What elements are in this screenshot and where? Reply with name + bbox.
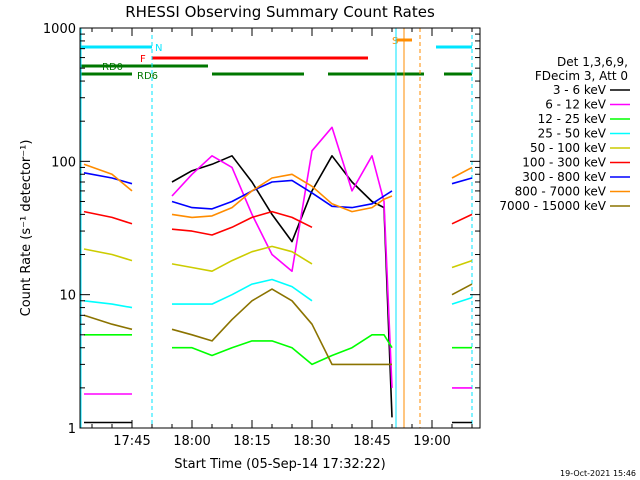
mode-vertical-lines [80, 28, 473, 428]
series-line [84, 155, 472, 424]
series-line [84, 126, 472, 395]
legend-entry-label: 12 - 25 keV [538, 112, 607, 126]
legend-header: Det 1,3,6,9, [557, 55, 628, 69]
legend-entry-label: 800 - 7000 keV [515, 185, 607, 199]
series-group [83, 126, 473, 424]
legend-entry-label: 25 - 50 keV [538, 127, 607, 141]
series-line [83, 245, 473, 272]
flag-label-rd0: RD0 [102, 62, 123, 73]
series-line [83, 172, 473, 210]
legend-entry-label: 100 - 300 keV [522, 156, 606, 170]
timestamp: 19-Oct-2021 15:46 [560, 469, 636, 478]
y-tick-label: 1000 [43, 22, 76, 37]
series-line [83, 278, 473, 309]
legend-entry-label: 7000 - 15000 keV [499, 199, 606, 213]
x-axis-label: Start Time (05-Sep-14 17:32:22) [174, 457, 385, 472]
x-axis: 17:45 18:00 18:15 18:30 18:45 19:00 [91, 28, 473, 449]
flag-label-f: F [140, 54, 146, 65]
legend-entry-label: 300 - 800 keV [522, 170, 606, 184]
legend-entry-label: 50 - 100 keV [530, 141, 607, 155]
plot-frame [79, 27, 481, 429]
legend-entry-label: 3 - 6 keV [553, 83, 607, 97]
y-tick-label: 1 [68, 422, 76, 437]
flag-label-n: N [155, 43, 162, 54]
x-tick-label: 17:45 [113, 434, 150, 449]
x-tick-label: 18:00 [173, 434, 210, 449]
legend-header: FDecim 3, Att 0 [535, 69, 628, 83]
x-tick-label: 18:15 [233, 434, 270, 449]
y-tick-label: 10 [59, 289, 76, 304]
chart-title: RHESSI Observing Summary Count Rates [125, 3, 435, 21]
flag-label-rd6: RD6 [137, 71, 158, 82]
x-tick-label: 19:00 [413, 434, 450, 449]
flag-bars: NF RD0 RD6 S [80, 36, 472, 82]
series-line [83, 210, 473, 236]
series-line [83, 283, 473, 366]
flag-label-s: S [392, 36, 398, 47]
y-axis-label: Count Rate (s⁻¹ detector⁻¹) [19, 140, 34, 317]
series-line [83, 163, 473, 219]
series-line [84, 334, 472, 366]
y-tick-label: 100 [51, 155, 76, 170]
x-tick-label: 18:45 [353, 434, 390, 449]
x-tick-label: 18:30 [293, 434, 330, 449]
y-axis: 1 10 100 1000 [43, 22, 480, 437]
legend-entry-label: 6 - 12 keV [545, 98, 607, 112]
